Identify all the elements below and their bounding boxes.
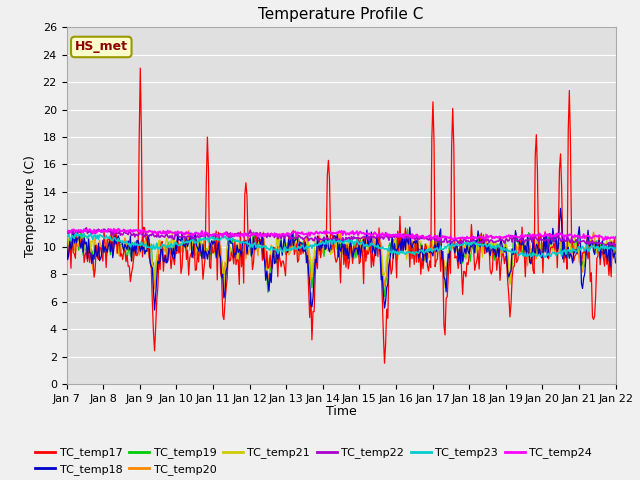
Title: Temperature Profile C: Temperature Profile C	[259, 7, 424, 22]
TC_temp18	[612, 260, 620, 265]
TC_temp20	[392, 235, 399, 241]
TC_temp21	[612, 242, 620, 248]
TC_temp24	[324, 229, 332, 235]
TC_temp18	[601, 251, 609, 256]
TC_temp18	[328, 239, 335, 244]
TC_temp17	[515, 251, 523, 257]
TC_temp17	[324, 157, 332, 163]
TC_temp22	[600, 241, 607, 247]
Line: TC_temp20: TC_temp20	[67, 230, 616, 289]
TC_temp24	[361, 232, 369, 238]
TC_temp24	[600, 237, 607, 243]
TC_temp23	[540, 254, 548, 260]
TC_temp19	[404, 226, 412, 232]
Line: TC_temp23: TC_temp23	[67, 233, 616, 257]
TC_temp23	[612, 248, 620, 253]
TC_temp22	[63, 229, 70, 235]
TC_temp23	[514, 251, 522, 257]
TC_temp17	[136, 65, 144, 71]
TC_temp21	[326, 234, 333, 240]
TC_temp21	[601, 240, 609, 246]
TC_temp21	[63, 245, 70, 251]
TC_temp17	[601, 263, 609, 269]
TC_temp20	[612, 233, 620, 239]
TC_temp17	[63, 250, 70, 256]
TC_temp20	[220, 287, 228, 292]
TC_temp17	[361, 235, 369, 240]
TC_temp19	[381, 294, 388, 300]
Line: TC_temp24: TC_temp24	[67, 229, 616, 240]
TC_temp24	[63, 228, 70, 234]
TC_temp17	[328, 247, 335, 252]
TC_temp24	[390, 232, 398, 238]
TC_temp22	[611, 243, 618, 249]
TC_temp19	[327, 239, 335, 245]
TC_temp19	[390, 249, 398, 255]
TC_temp21	[220, 286, 228, 291]
TC_temp19	[612, 244, 620, 250]
Legend: TC_temp17, TC_temp18, TC_temp19, TC_temp20, TC_temp21, TC_temp22, TC_temp23, TC_: TC_temp17, TC_temp18, TC_temp19, TC_temp…	[31, 443, 596, 480]
Line: TC_temp21: TC_temp21	[67, 232, 616, 288]
TC_temp20	[63, 263, 70, 269]
TC_temp24	[514, 234, 522, 240]
Text: HS_met: HS_met	[75, 40, 128, 53]
TC_temp23	[390, 250, 398, 255]
TC_temp22	[514, 238, 522, 243]
TC_temp17	[612, 251, 620, 257]
TC_temp21	[329, 250, 337, 255]
TC_temp23	[324, 239, 332, 244]
TC_temp23	[601, 246, 609, 252]
TC_temp23	[328, 241, 335, 247]
TC_temp22	[612, 242, 620, 248]
TC_temp23	[63, 236, 70, 241]
TC_temp20	[185, 228, 193, 233]
TC_temp21	[515, 242, 523, 248]
TC_temp20	[601, 256, 609, 262]
TC_temp20	[515, 244, 523, 250]
TC_temp18	[361, 246, 369, 252]
Y-axis label: Temperature (C): Temperature (C)	[24, 155, 37, 257]
TC_temp19	[323, 233, 331, 239]
TC_temp18	[324, 245, 332, 251]
TC_temp18	[151, 307, 159, 313]
Line: TC_temp22: TC_temp22	[67, 228, 616, 246]
TC_temp19	[601, 243, 609, 249]
TC_temp19	[360, 249, 367, 254]
TC_temp18	[390, 240, 398, 246]
TC_temp17	[392, 248, 399, 253]
TC_temp20	[329, 243, 337, 249]
TC_temp18	[514, 239, 522, 244]
TC_temp17	[381, 360, 388, 366]
TC_temp24	[328, 232, 335, 238]
TC_temp18	[63, 237, 70, 242]
Line: TC_temp18: TC_temp18	[67, 208, 616, 310]
TC_temp21	[168, 229, 176, 235]
TC_temp24	[601, 236, 609, 242]
TC_temp22	[361, 234, 369, 240]
TC_temp21	[392, 238, 399, 243]
TC_temp23	[72, 230, 80, 236]
TC_temp18	[557, 205, 564, 211]
Line: TC_temp19: TC_temp19	[67, 229, 616, 297]
TC_temp20	[362, 241, 370, 247]
TC_temp23	[361, 243, 369, 249]
Line: TC_temp17: TC_temp17	[67, 68, 616, 363]
TC_temp19	[63, 255, 70, 261]
TC_temp24	[612, 235, 620, 240]
TC_temp19	[515, 243, 523, 249]
TC_temp20	[326, 234, 333, 240]
TC_temp21	[362, 248, 370, 253]
TC_temp22	[324, 237, 332, 242]
TC_temp22	[390, 234, 398, 240]
TC_temp22	[83, 225, 90, 231]
TC_temp22	[328, 236, 335, 242]
X-axis label: Time: Time	[326, 405, 356, 418]
TC_temp24	[115, 226, 122, 232]
